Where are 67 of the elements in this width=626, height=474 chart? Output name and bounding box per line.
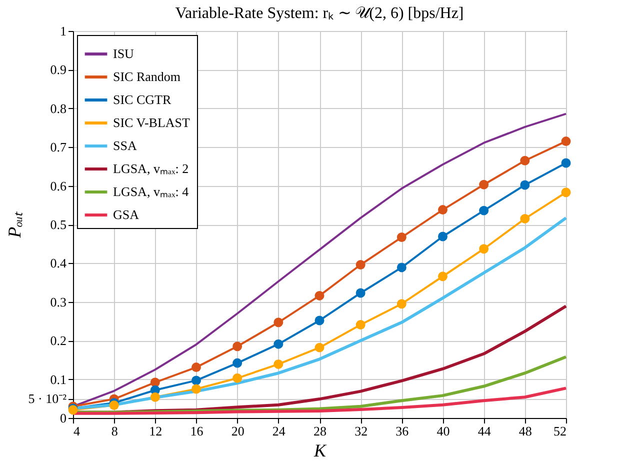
- x-tick-label: 44: [478, 424, 492, 438]
- point: [479, 206, 489, 216]
- legend-label: SIC V-BLAST: [113, 115, 190, 130]
- point: [192, 362, 201, 372]
- point: [314, 316, 324, 326]
- point: [232, 342, 242, 352]
- y-tick-label: 0.8: [50, 100, 66, 116]
- legend-label: GSA: [113, 207, 140, 222]
- y-axis-title: Pₒᵤₜ: [4, 211, 24, 239]
- x-tick-label: 8: [111, 424, 118, 438]
- y-tick-label: 0.6: [50, 178, 67, 194]
- point: [232, 358, 242, 368]
- point: [274, 359, 284, 369]
- legend-label: ISU: [113, 46, 135, 61]
- point: [396, 262, 406, 272]
- point: [356, 320, 366, 330]
- point: [520, 180, 530, 190]
- point: [356, 288, 366, 298]
- y-tick-label: 0.7: [50, 140, 67, 155]
- point: [314, 290, 324, 300]
- x-tick-label: 52: [554, 424, 566, 438]
- y-tick-label: 0.1: [50, 372, 66, 387]
- y-tick-label: 0.3: [50, 294, 66, 310]
- x-tick-label: 4: [74, 424, 80, 438]
- point: [520, 156, 530, 166]
- y-tick-label: 0.5: [50, 217, 66, 232]
- point: [314, 342, 324, 352]
- x-tick-label: 20: [231, 424, 244, 438]
- x-axis-title: K: [312, 440, 327, 460]
- point: [356, 260, 366, 270]
- point: [274, 339, 284, 349]
- y-tick-label: 0.4: [50, 256, 67, 271]
- point: [192, 376, 201, 386]
- point: [479, 244, 489, 254]
- point: [438, 205, 448, 215]
- x-tick-label: 28: [314, 424, 326, 438]
- chart-title: Variable-Rate System: rₖ ∼ 𝒰(2, 6) [bps/Hz]: [175, 5, 464, 22]
- x-tick-label: 40: [436, 424, 450, 438]
- legend-label: SSA: [113, 138, 138, 153]
- point: [150, 392, 160, 402]
- point: [438, 272, 448, 282]
- point: [396, 232, 406, 242]
- y-tick-label: 1: [60, 24, 66, 38]
- y-tick-label: 5 · 10⁻²: [28, 391, 67, 406]
- point: [479, 180, 489, 190]
- y-tick-label: 0.9: [50, 62, 66, 78]
- x-tick-label: 48: [518, 424, 532, 438]
- x-tick-label: 12: [149, 424, 162, 438]
- y-tick-label: 0: [60, 410, 66, 426]
- x-tick-label: 16: [190, 424, 204, 438]
- legend-label: SIC CGTR: [113, 92, 172, 107]
- point: [396, 299, 406, 309]
- point: [438, 232, 448, 242]
- point: [561, 136, 571, 146]
- point: [561, 188, 571, 198]
- point: [520, 214, 530, 224]
- legend-label: SIC Random: [113, 69, 181, 84]
- point: [274, 318, 284, 328]
- x-tick-label: 32: [354, 424, 368, 438]
- point: [192, 384, 201, 394]
- x-tick-label: 36: [396, 424, 410, 438]
- x-tick-label: 24: [272, 424, 286, 438]
- point: [232, 373, 242, 383]
- y-tick-label: 0.2: [50, 333, 66, 348]
- legend-label: LGSA, vₘₐₓ: 2: [113, 161, 189, 176]
- point: [561, 158, 571, 168]
- legend-label: LGSA, vₘₐₓ: 4: [113, 184, 190, 199]
